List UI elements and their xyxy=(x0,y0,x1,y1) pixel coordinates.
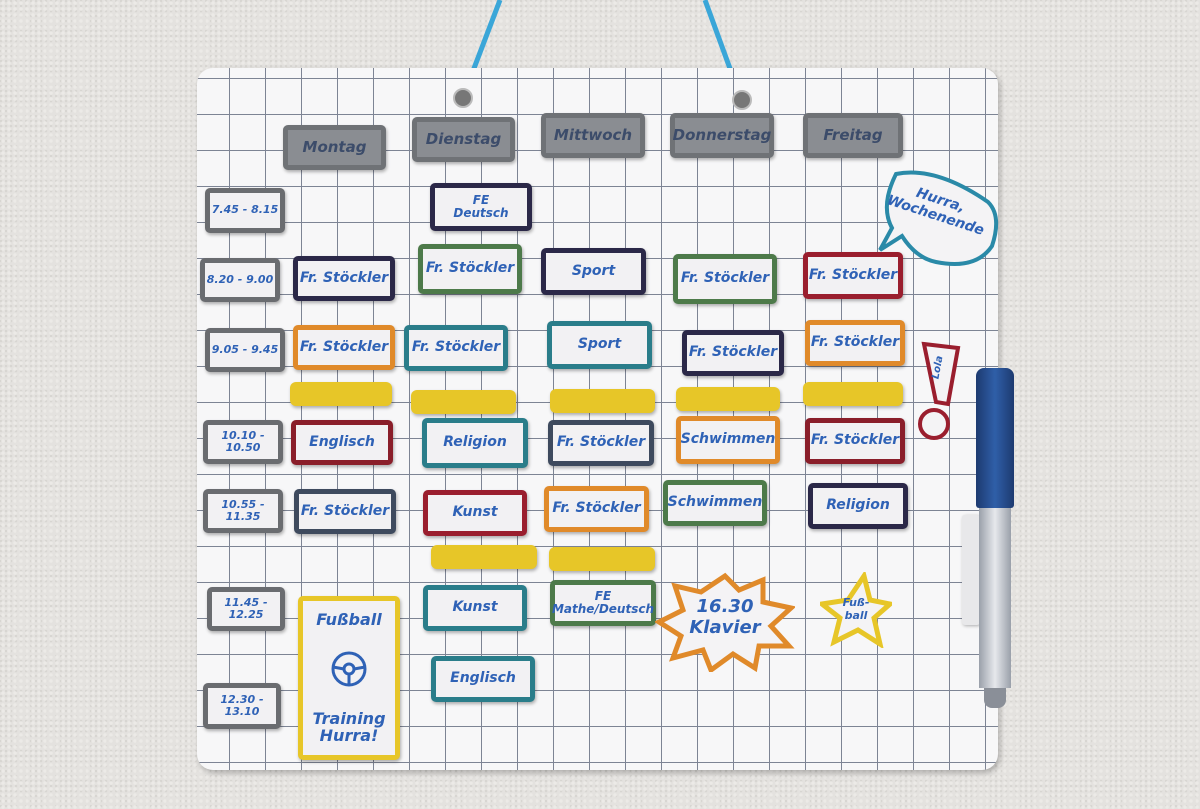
break-bar-magnet[interactable] xyxy=(549,547,655,571)
steering-wheel-icon xyxy=(331,651,367,687)
fussball-training-card[interactable]: Fußball Training Hurra! xyxy=(298,596,400,760)
day-label-magnet[interactable]: Montag xyxy=(283,125,386,170)
subject-magnet[interactable]: Kunst xyxy=(423,490,527,536)
klavier-text: 16.30 Klavier xyxy=(689,596,761,638)
day-label-magnet[interactable]: Donnerstag xyxy=(670,113,774,158)
subject-magnet[interactable]: Fr. Stöckler xyxy=(682,330,784,376)
subject-magnet[interactable]: Fr. Stöckler xyxy=(803,252,903,299)
marker-end xyxy=(984,688,1006,708)
subject-magnet[interactable]: Religion xyxy=(808,483,908,529)
marker-body xyxy=(979,508,1011,688)
subject-magnet[interactable]: Fr. Stöckler xyxy=(805,418,905,464)
time-slot-magnet[interactable]: 7.45 - 8.15 xyxy=(205,188,285,233)
subject-magnet[interactable]: FE Mathe/Deutsch xyxy=(550,580,656,626)
subject-magnet[interactable]: Schwimmen xyxy=(676,416,780,464)
subject-magnet[interactable]: Fr. Stöckler xyxy=(673,254,777,304)
subject-magnet[interactable]: Sport xyxy=(541,248,646,295)
break-bar-magnet[interactable] xyxy=(431,545,537,569)
fussball-star-magnet[interactable]: Fuß- ball xyxy=(815,569,896,650)
subject-magnet[interactable]: Fr. Stöckler xyxy=(548,420,654,466)
subject-magnet[interactable]: Fr. Stöckler xyxy=(404,325,508,371)
subject-magnet[interactable]: Fr. Stöckler xyxy=(293,325,395,370)
time-slot-magnet[interactable]: 10.55 - 11.35 xyxy=(203,489,283,533)
day-label-magnet[interactable]: Mittwoch xyxy=(541,113,645,158)
time-slot-magnet[interactable]: 11.45 - 12.25 xyxy=(207,587,285,631)
subject-magnet[interactable]: Schwimmen xyxy=(663,480,767,526)
break-bar-magnet[interactable] xyxy=(676,387,780,411)
exclamation-shape xyxy=(918,341,961,440)
lola-exclamation-magnet[interactable]: Lola xyxy=(914,340,962,444)
subject-magnet[interactable]: Fr. Stöckler xyxy=(293,256,395,301)
time-slot-magnet[interactable]: 12.30 - 13.10 xyxy=(203,683,281,729)
break-bar-magnet[interactable] xyxy=(411,390,516,414)
break-bar-magnet[interactable] xyxy=(290,382,392,406)
subject-magnet[interactable]: Fr. Stöckler xyxy=(805,320,905,366)
speech-bubble-shape xyxy=(878,170,999,266)
whiteboard-marker[interactable] xyxy=(976,368,1014,708)
subject-magnet[interactable]: Englisch xyxy=(431,656,535,702)
break-bar-magnet[interactable] xyxy=(803,382,903,406)
marker-holder xyxy=(962,515,980,625)
burst-shape xyxy=(653,572,797,674)
star-shape xyxy=(815,569,896,650)
hanging-hole xyxy=(732,90,752,110)
time-slot-magnet[interactable]: 10.10 - 10.50 xyxy=(203,420,283,464)
time-slot-magnet[interactable]: 8.20 - 9.00 xyxy=(200,258,280,302)
hanging-hole xyxy=(453,88,473,108)
subject-magnet[interactable]: FE Deutsch xyxy=(430,183,532,231)
day-label-magnet[interactable]: Dienstag xyxy=(412,117,515,162)
klavier-burst-magnet[interactable]: 16.30 Klavier xyxy=(653,572,797,674)
star-text: Fuß- ball xyxy=(842,596,870,622)
subject-magnet[interactable]: Englisch xyxy=(291,420,393,465)
break-bar-magnet[interactable] xyxy=(550,389,655,413)
subject-magnet[interactable]: Fr. Stöckler xyxy=(418,244,522,294)
subject-magnet[interactable]: Kunst xyxy=(423,585,527,631)
card-title: Fußball xyxy=(316,610,382,630)
time-slot-magnet[interactable]: 9.05 - 9.45 xyxy=(205,328,285,372)
subject-magnet[interactable]: Sport xyxy=(547,321,652,369)
wochenende-speech-bubble[interactable]: Hurra, Wochenende xyxy=(876,166,1000,270)
subject-magnet[interactable]: Religion xyxy=(422,418,528,468)
marker-cap xyxy=(976,368,1014,508)
subject-magnet[interactable]: Fr. Stöckler xyxy=(544,486,649,532)
day-label-magnet[interactable]: Freitag xyxy=(803,113,903,158)
subject-magnet[interactable]: Fr. Stöckler xyxy=(294,489,396,534)
card-text: Training Hurra! xyxy=(312,708,386,746)
